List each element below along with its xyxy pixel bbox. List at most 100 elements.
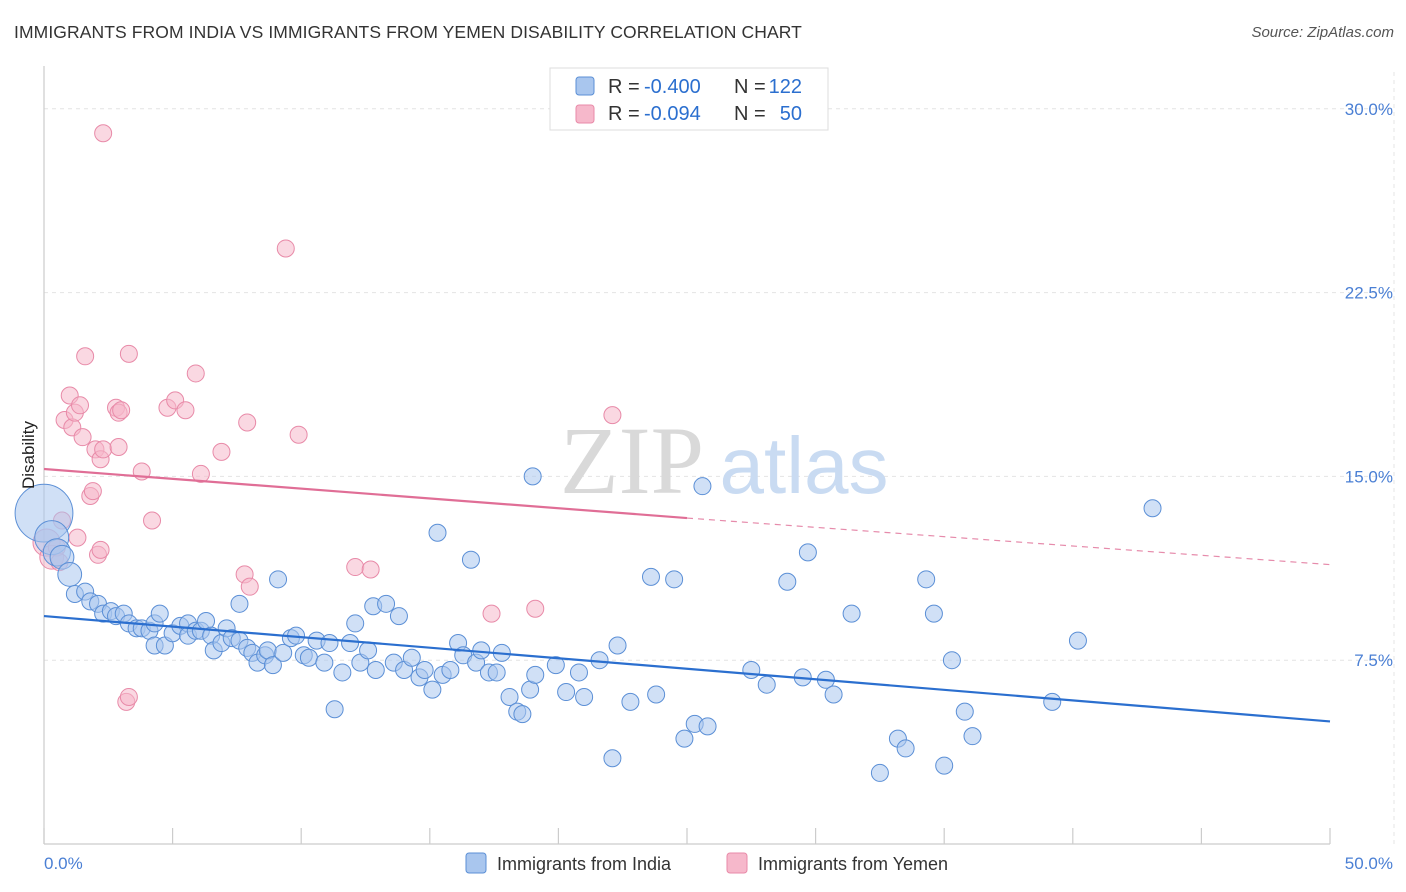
india-point-52 [341, 634, 360, 653]
yemen-point-35 [212, 442, 231, 461]
legend-yemen-r-label: R = [608, 103, 640, 125]
yemen-point-26 [119, 687, 138, 706]
yemen-point-27 [119, 344, 138, 363]
legend-swatch-yemen [575, 104, 595, 124]
india-point-115 [1043, 692, 1062, 711]
yemen-point-10 [71, 396, 90, 415]
watermark-atlas: atlas [720, 421, 889, 510]
yemen-point-41 [346, 558, 365, 577]
bottom-legend-india: Immigrants from India [497, 854, 672, 874]
yemen-point-45 [603, 406, 622, 425]
india-point-114 [963, 727, 982, 746]
india-point-104 [824, 685, 843, 704]
india-trend-line [43, 614, 1331, 723]
india-point-57 [366, 660, 385, 679]
x-tick-label-0: 0.0% [44, 854, 83, 873]
legend-india-r-value: -0.400 [644, 76, 701, 98]
india-point-92 [647, 685, 666, 704]
trend-lines [43, 467, 1331, 723]
axes [43, 66, 1331, 845]
india-point-65 [423, 680, 442, 699]
india-point-117 [1143, 499, 1162, 518]
legend-india-n-label: N = [734, 76, 766, 98]
india-point-51 [333, 663, 352, 682]
india-point-98 [742, 660, 761, 679]
india-point-42 [274, 643, 293, 662]
y-tick-label-2: 22.5% [1345, 284, 1393, 303]
bottom-legend-swatch-yemen [726, 852, 748, 874]
bottom-legend-yemen: Immigrants from Yemen [758, 854, 948, 874]
legend-yemen-n-value: 50 [780, 103, 802, 125]
india-point-90 [621, 692, 640, 711]
watermark-zip: ZIP [560, 407, 704, 514]
y-axis-label: Disability [19, 420, 38, 489]
india-point-85 [569, 663, 588, 682]
yemen-point-24 [112, 401, 131, 420]
legend-india-n-value: 122 [769, 76, 802, 98]
india-point-94 [675, 729, 694, 748]
india-point-40 [263, 656, 282, 675]
legend-yemen-r-value: -0.094 [644, 103, 701, 125]
yemen-point-19 [94, 440, 113, 459]
yemen-point-42 [361, 560, 380, 579]
india-point-93 [665, 570, 684, 589]
yemen-point-23 [109, 437, 128, 456]
india-point-58 [377, 594, 396, 613]
legend-swatch-india [575, 76, 595, 96]
india-point-50 [325, 700, 344, 719]
india-point-4 [57, 562, 83, 587]
india-point-68 [441, 660, 460, 679]
india-point-112 [942, 651, 961, 670]
india-points [14, 467, 1162, 782]
india-point-105 [842, 604, 861, 623]
india-point-41 [269, 570, 288, 589]
india-point-79 [513, 705, 532, 724]
yemen-point-37 [238, 413, 257, 432]
legend-india-r-label: R = [608, 76, 640, 98]
india-point-89 [608, 636, 627, 655]
india-point-113 [955, 702, 974, 721]
legend-box [549, 67, 829, 131]
yemen-point-34 [191, 464, 210, 483]
india-point-86 [575, 687, 594, 706]
watermark: ZIP atlas [560, 407, 888, 514]
india-point-116 [1068, 631, 1087, 650]
india-point-46 [299, 648, 318, 667]
yemen-point-9 [68, 528, 87, 547]
yemen-point-38 [240, 577, 259, 596]
india-point-64 [415, 660, 434, 679]
india-point-66 [428, 523, 447, 542]
india-point-96 [693, 477, 712, 496]
india-point-106 [870, 763, 889, 782]
india-point-34 [230, 594, 249, 613]
india-point-108 [896, 739, 915, 758]
india-point-83 [546, 656, 565, 675]
legend: R = -0.400 N = 122 R = -0.094 N = 50 [549, 67, 829, 131]
india-point-48 [315, 653, 334, 672]
yemen-point-17 [91, 540, 110, 559]
india-point-102 [798, 543, 817, 562]
yemen-trend-line-dashed [686, 517, 1331, 566]
india-point-82 [523, 467, 542, 486]
yemen-point-29 [143, 511, 162, 530]
yemen-point-12 [76, 347, 95, 366]
india-point-91 [641, 567, 660, 586]
india-point-62 [402, 648, 421, 667]
yemen-point-33 [186, 364, 205, 383]
bottom-legend-swatch-india [465, 852, 487, 874]
yemen-point-14 [83, 482, 102, 501]
x-tick-label-1: 50.0% [1345, 854, 1393, 873]
india-point-81 [526, 665, 545, 684]
india-point-55 [359, 641, 378, 660]
india-point-99 [757, 675, 776, 694]
india-point-88 [603, 749, 622, 768]
india-point-77 [500, 687, 519, 706]
yemen-point-39 [276, 239, 295, 258]
yemen-point-11 [73, 428, 92, 447]
legend-yemen-n-label: N = [734, 103, 766, 125]
yemen-point-40 [289, 425, 308, 444]
india-point-19 [150, 604, 169, 623]
yemen-point-32 [176, 401, 195, 420]
yemen-point-43 [482, 604, 501, 623]
